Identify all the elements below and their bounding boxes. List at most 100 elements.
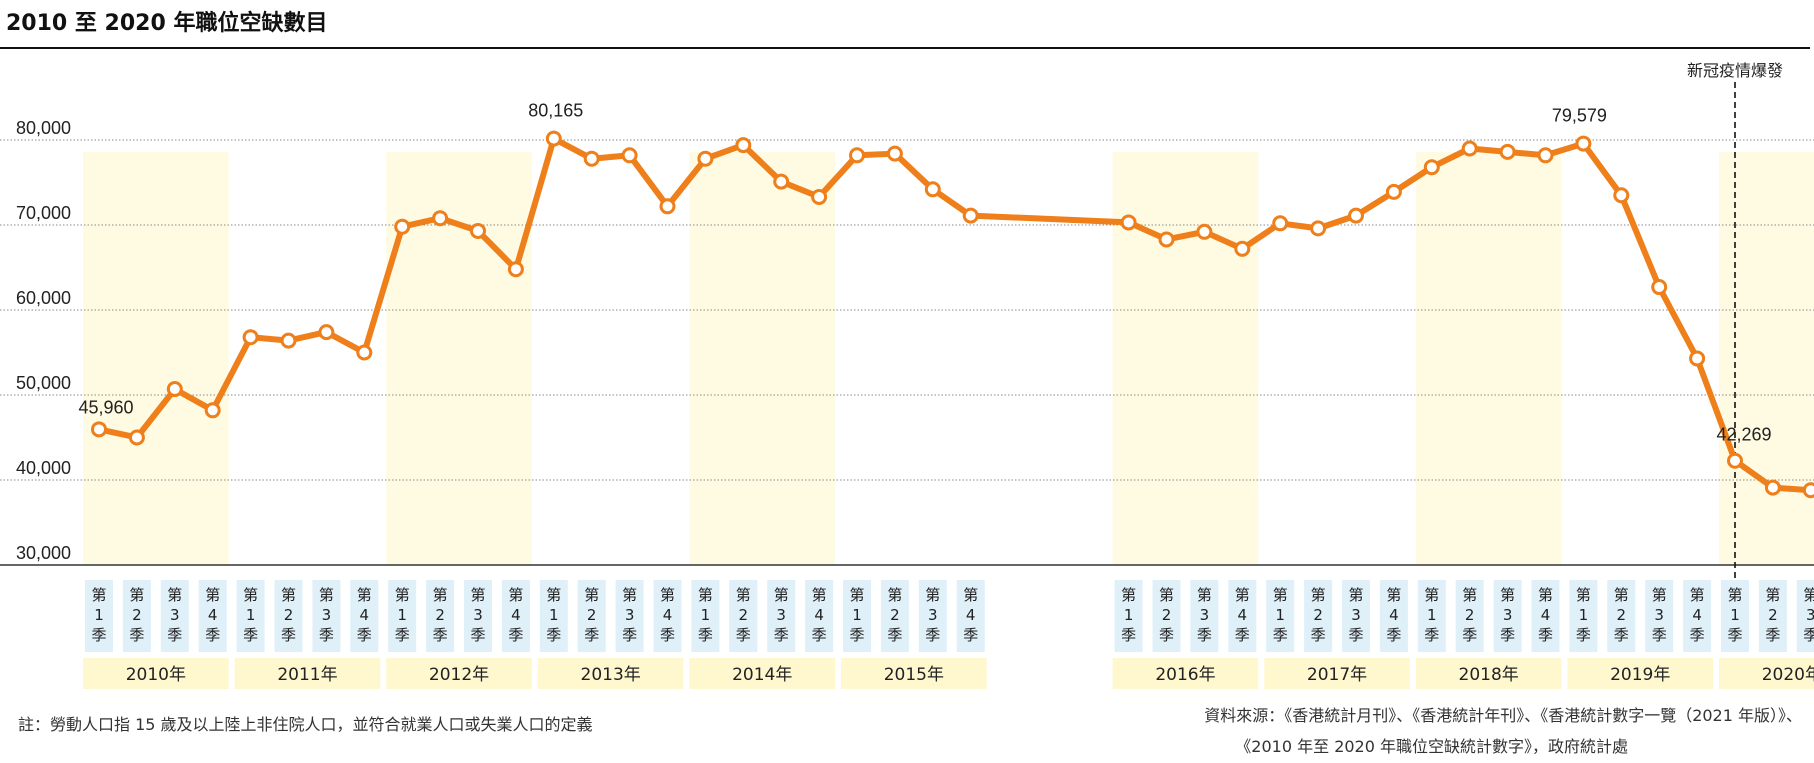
quarter-box <box>501 580 530 652</box>
data-point <box>280 332 297 349</box>
quarter-box <box>1645 580 1674 652</box>
data-point <box>773 173 790 190</box>
quarter-box <box>1342 580 1370 652</box>
footnote: 註：勞動人口指 15 歲及以上陸上非住院人口，並符合就業人口或失業人口的定義 <box>18 715 593 734</box>
data-point <box>621 147 638 164</box>
year-label: 2014年 <box>732 665 792 685</box>
year-box <box>1567 658 1714 689</box>
quarter-box <box>653 580 682 652</box>
year-label: 2013年 <box>581 665 641 685</box>
data-point <box>1348 207 1364 224</box>
year-box <box>1112 658 1259 689</box>
gridlines <box>0 139 1814 566</box>
data-point <box>1461 140 1478 157</box>
quarter-box <box>1379 580 1408 652</box>
data-point <box>1537 147 1554 164</box>
year-bands <box>83 152 1814 565</box>
data-point <box>1689 350 1706 367</box>
data-point <box>1272 215 1289 232</box>
quarter-box <box>843 580 871 652</box>
year-box <box>689 658 836 689</box>
y-tick-label: 30,000 <box>16 543 71 563</box>
outbreak-label: 新冠疫情爆發 <box>1687 61 1783 80</box>
quarter-box <box>918 580 947 652</box>
data-point <box>507 261 524 278</box>
quarter-box <box>236 580 265 652</box>
data-point <box>886 145 903 162</box>
year-box <box>841 658 987 689</box>
data-points <box>91 130 1814 499</box>
quarter-box <box>1493 580 1522 652</box>
year-band-2010年 <box>83 152 229 565</box>
y-tick-label: 50,000 <box>16 373 71 393</box>
quarter-box <box>426 580 455 652</box>
y-tick-label: 70,000 <box>16 203 71 223</box>
data-point <box>811 188 828 205</box>
source-line-2: 《2010 年至 2020 年職位空缺統計數字》，政府統計處 <box>1235 737 1628 756</box>
year-label: 2020年 <box>1762 665 1814 685</box>
data-point <box>1158 231 1175 248</box>
quarter-box <box>729 580 758 652</box>
quarter-box <box>615 580 644 652</box>
quarter-box <box>1266 580 1295 652</box>
data-point <box>1575 135 1592 152</box>
year-label: 2018年 <box>1459 665 1519 685</box>
year-label: 2016年 <box>1155 665 1215 685</box>
quarter-box <box>312 580 341 652</box>
data-point <box>849 147 865 164</box>
quarter-box <box>464 580 492 652</box>
quarter-box <box>1114 580 1143 652</box>
quarter-box <box>1607 580 1636 652</box>
chart-title: 2010 至 2020 年職位空缺數目 <box>6 10 327 36</box>
data-point <box>470 222 486 239</box>
data-point <box>1196 223 1213 240</box>
quarter-box <box>691 580 720 652</box>
year-label: 2011年 <box>277 665 337 685</box>
data-point <box>1764 479 1781 496</box>
data-point <box>1234 240 1251 257</box>
data-point <box>697 150 714 167</box>
year-band-2016年 <box>1112 152 1259 565</box>
quarter-box <box>956 580 985 652</box>
quarter-box <box>1683 580 1712 652</box>
data-point <box>1802 482 1814 499</box>
outbreak-annotation: 新冠疫情爆發 <box>1687 61 1783 582</box>
year-label: 2012年 <box>429 665 489 685</box>
quarter-box <box>805 580 834 652</box>
data-point <box>356 344 373 361</box>
quarter-box <box>1796 580 1814 652</box>
year-label: 2015年 <box>884 665 944 685</box>
year-band-2020年 <box>1719 152 1814 565</box>
quarter-box <box>880 580 909 652</box>
quarter-box <box>1758 580 1787 652</box>
quarter-box <box>388 580 417 652</box>
quarter-axis: 第 1 季 第 2 季 第 3 季 第 4 季 第 1 季 第 2 季 第 3 季 第 4 季 第 1 季 第 2 季 第 3 季 第 4 季 第 1 季 第… <box>85 580 1814 652</box>
data-label: 80,165 <box>528 101 583 121</box>
